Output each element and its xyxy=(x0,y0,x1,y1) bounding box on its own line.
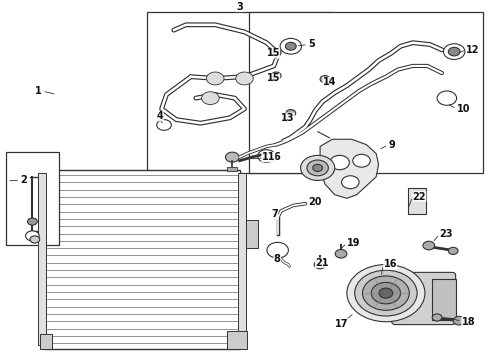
Circle shape xyxy=(306,160,328,176)
Circle shape xyxy=(285,109,295,117)
Circle shape xyxy=(452,316,464,325)
Text: 23: 23 xyxy=(439,229,452,239)
Circle shape xyxy=(271,72,281,79)
Polygon shape xyxy=(320,139,378,198)
Circle shape xyxy=(30,236,40,243)
Circle shape xyxy=(422,241,434,250)
Text: 7: 7 xyxy=(271,210,278,219)
Bar xyxy=(40,334,52,348)
Circle shape xyxy=(341,176,358,189)
Circle shape xyxy=(312,164,322,171)
Circle shape xyxy=(436,91,456,105)
Text: 15: 15 xyxy=(266,73,279,84)
Text: 9: 9 xyxy=(387,140,394,150)
Circle shape xyxy=(362,276,408,310)
Text: 20: 20 xyxy=(307,197,321,207)
Circle shape xyxy=(354,270,416,316)
Text: 6: 6 xyxy=(273,152,280,162)
Bar xyxy=(44,170,239,348)
Bar xyxy=(147,12,331,173)
Circle shape xyxy=(257,150,275,162)
Circle shape xyxy=(329,156,348,170)
Circle shape xyxy=(346,265,424,322)
Circle shape xyxy=(157,120,171,130)
Circle shape xyxy=(201,92,219,104)
Text: 17: 17 xyxy=(335,319,348,329)
Bar xyxy=(238,173,245,345)
Text: 12: 12 xyxy=(466,45,479,55)
Circle shape xyxy=(352,154,369,167)
Text: 19: 19 xyxy=(346,238,360,248)
Circle shape xyxy=(370,282,400,304)
Circle shape xyxy=(314,260,325,269)
Circle shape xyxy=(25,231,39,241)
Bar xyxy=(245,220,258,248)
Circle shape xyxy=(378,288,392,298)
Text: 21: 21 xyxy=(315,258,328,268)
Circle shape xyxy=(266,242,288,258)
Bar xyxy=(5,152,59,245)
Text: 2: 2 xyxy=(20,175,27,185)
Circle shape xyxy=(285,42,296,50)
Circle shape xyxy=(280,39,301,54)
Bar xyxy=(249,12,483,173)
Text: 1: 1 xyxy=(35,86,42,96)
Circle shape xyxy=(300,156,334,180)
Circle shape xyxy=(334,249,346,258)
Circle shape xyxy=(320,76,329,83)
Text: 8: 8 xyxy=(273,254,280,264)
FancyArrowPatch shape xyxy=(317,132,329,138)
Text: 3: 3 xyxy=(236,2,243,12)
Bar xyxy=(431,279,455,320)
Text: 14: 14 xyxy=(322,77,335,87)
Bar xyxy=(38,173,46,345)
Text: 22: 22 xyxy=(412,192,426,202)
Circle shape xyxy=(235,72,253,85)
FancyBboxPatch shape xyxy=(391,273,455,325)
Circle shape xyxy=(447,247,457,255)
Circle shape xyxy=(447,47,459,56)
Text: 13: 13 xyxy=(281,113,294,123)
Text: 18: 18 xyxy=(461,317,474,327)
Bar xyxy=(227,167,237,171)
Text: 16: 16 xyxy=(383,260,396,270)
Circle shape xyxy=(27,218,37,225)
Circle shape xyxy=(206,72,224,85)
Circle shape xyxy=(431,314,441,321)
Bar xyxy=(227,331,246,348)
Text: 4: 4 xyxy=(157,111,163,121)
Circle shape xyxy=(443,44,464,59)
Circle shape xyxy=(271,49,281,56)
Bar xyxy=(407,188,426,215)
Text: 15: 15 xyxy=(266,48,279,58)
Text: 10: 10 xyxy=(456,104,469,114)
Text: 11: 11 xyxy=(261,152,275,162)
Circle shape xyxy=(225,152,239,162)
Text: 5: 5 xyxy=(307,40,314,49)
